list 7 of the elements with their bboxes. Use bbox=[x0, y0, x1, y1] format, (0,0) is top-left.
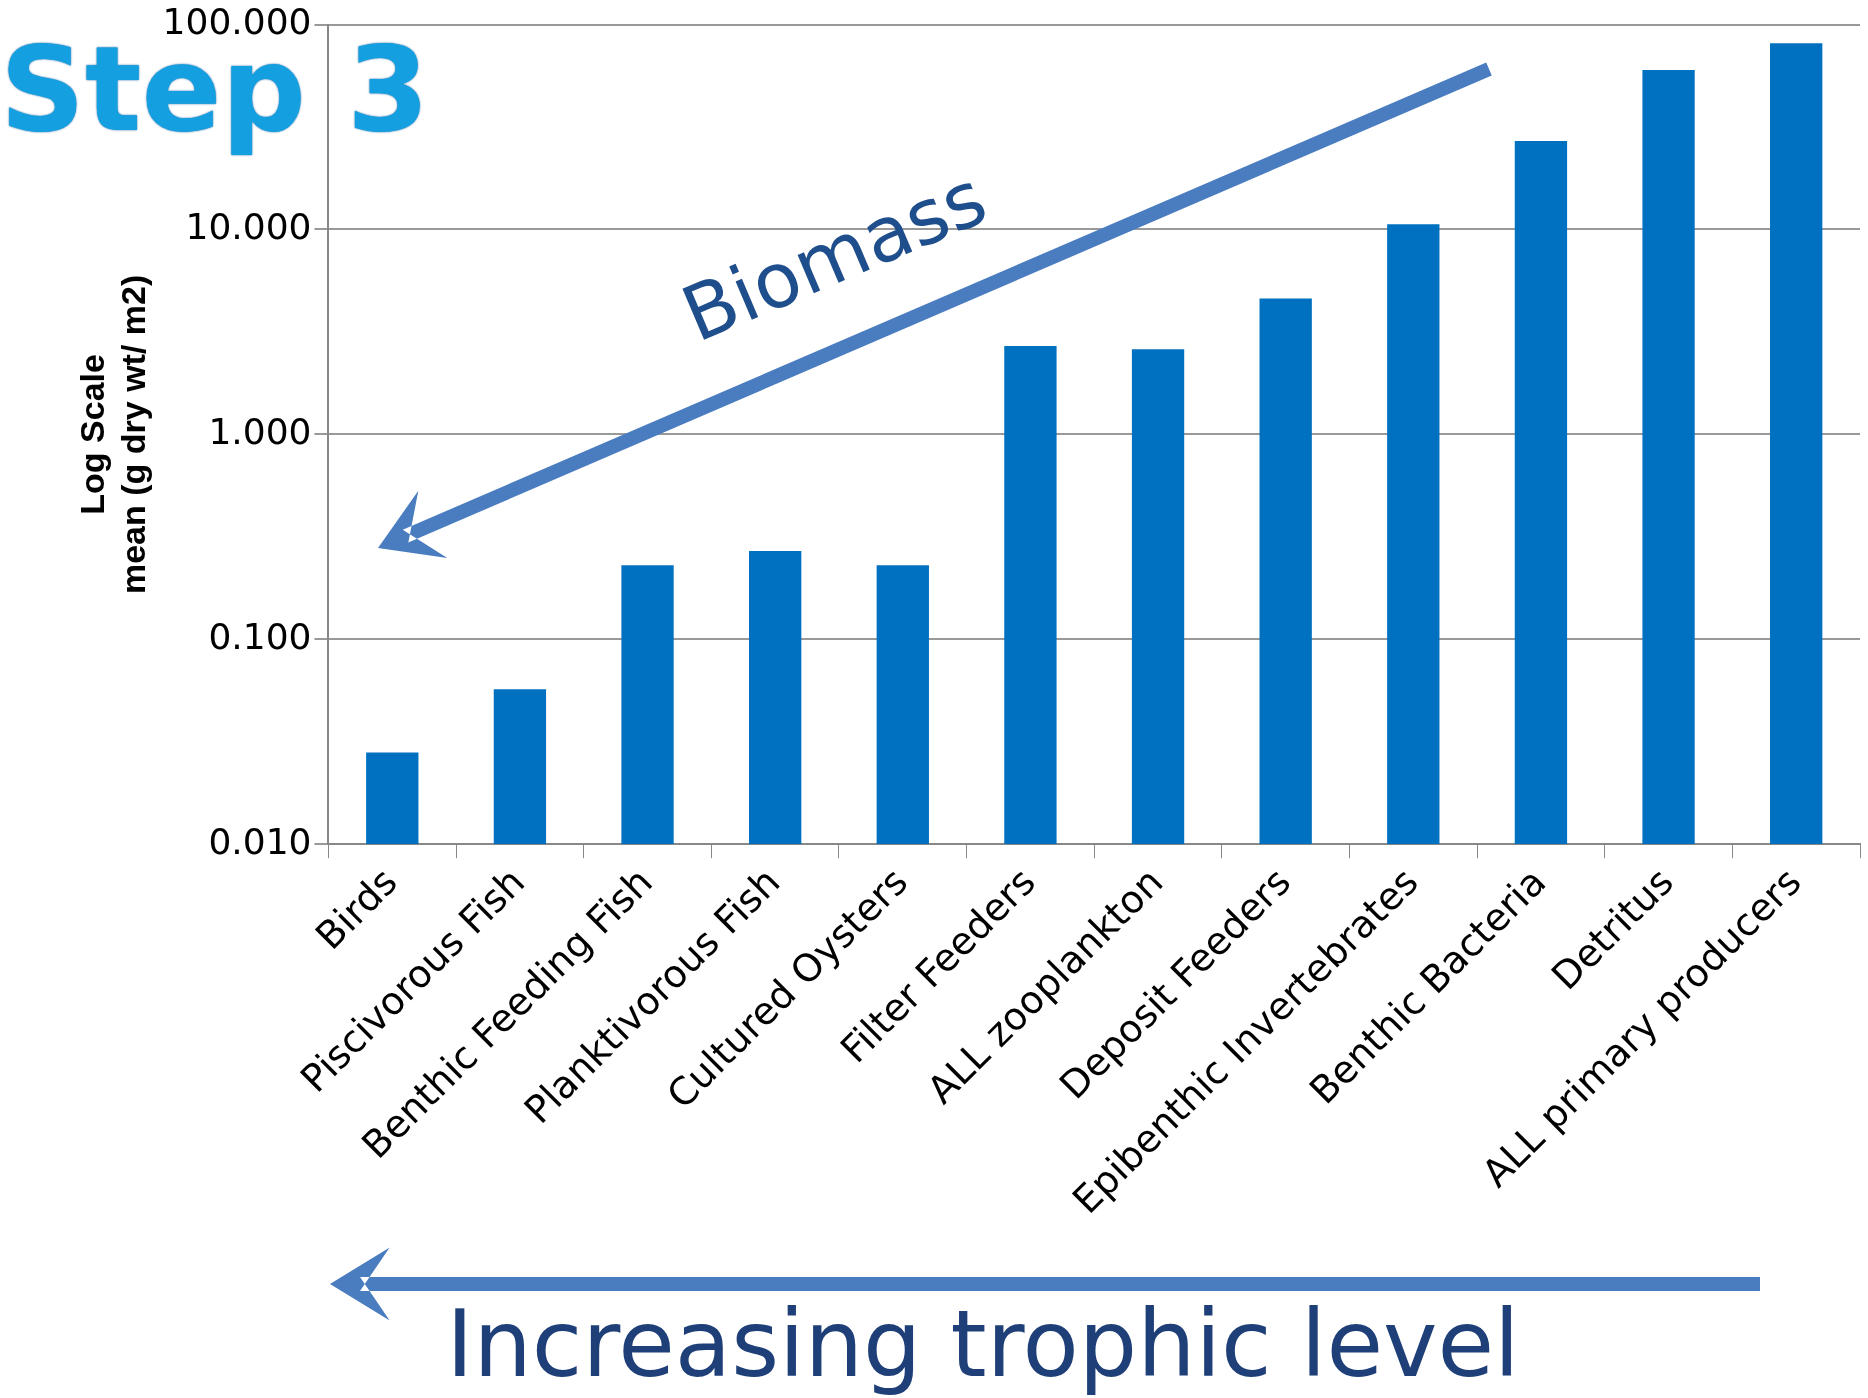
y-axis-title: Log Scale mean (g dry wt/ m2) bbox=[72, 274, 152, 595]
text: Increasing trophic level bbox=[446, 1290, 1520, 1398]
y-tick-label: 1.000 bbox=[208, 410, 312, 452]
y-tick-label: 10.000 bbox=[185, 205, 312, 247]
y-tick-label: 0.010 bbox=[208, 820, 312, 862]
y-tick-label: 0.100 bbox=[208, 615, 312, 657]
y-tick-label: 100.000 bbox=[162, 0, 312, 42]
